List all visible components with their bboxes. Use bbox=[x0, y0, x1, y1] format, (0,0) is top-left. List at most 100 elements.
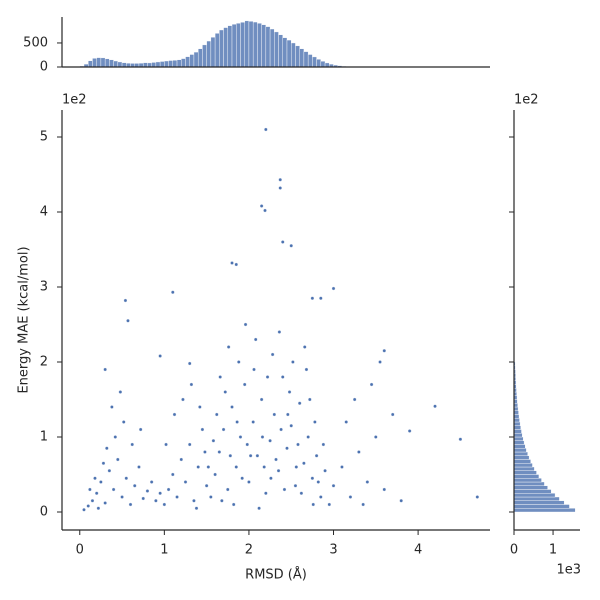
point bbox=[162, 502, 167, 507]
point bbox=[311, 502, 315, 507]
hist-bar bbox=[227, 25, 233, 68]
point bbox=[251, 420, 255, 424]
hist-bar bbox=[295, 45, 300, 68]
hist-bar bbox=[231, 24, 237, 68]
point bbox=[107, 468, 112, 473]
y-tick-label: 4 bbox=[40, 205, 48, 220]
x-tick-label: 2 bbox=[245, 543, 253, 558]
point bbox=[166, 487, 171, 492]
point bbox=[286, 412, 290, 417]
point bbox=[323, 468, 327, 473]
point bbox=[137, 465, 141, 469]
hist-bar bbox=[513, 500, 565, 505]
point bbox=[369, 382, 374, 387]
point bbox=[327, 502, 332, 507]
point bbox=[128, 502, 133, 507]
point bbox=[348, 495, 353, 499]
hist-bar bbox=[513, 436, 524, 441]
x-axis-label: RMSD (Å) bbox=[245, 567, 307, 583]
hist-bar bbox=[513, 414, 520, 419]
hist-bar bbox=[274, 31, 279, 68]
point bbox=[235, 420, 239, 424]
point bbox=[130, 442, 134, 447]
point bbox=[103, 367, 107, 372]
point bbox=[123, 298, 128, 303]
point bbox=[213, 472, 217, 477]
point bbox=[132, 483, 137, 488]
point bbox=[189, 382, 194, 387]
offset-text: 1e3 bbox=[556, 563, 581, 578]
point bbox=[226, 487, 230, 492]
point bbox=[279, 427, 283, 432]
hist-bar bbox=[236, 23, 241, 68]
point bbox=[296, 442, 300, 447]
point bbox=[204, 483, 209, 488]
x-tick-label: 0 bbox=[76, 543, 84, 558]
point bbox=[245, 442, 249, 447]
point bbox=[287, 390, 292, 394]
point bbox=[433, 404, 437, 408]
point bbox=[357, 450, 361, 454]
hist-bar bbox=[104, 58, 110, 68]
hist-bar bbox=[513, 455, 530, 460]
point bbox=[171, 290, 175, 294]
hist-bar bbox=[324, 62, 330, 68]
x-tick-label: 1 bbox=[160, 543, 168, 558]
hist-bar bbox=[513, 425, 521, 430]
point bbox=[145, 489, 150, 493]
hist-bar bbox=[214, 33, 220, 68]
point bbox=[209, 495, 213, 499]
point bbox=[340, 465, 344, 469]
point bbox=[234, 262, 238, 267]
hist-bar bbox=[210, 36, 216, 68]
point bbox=[101, 461, 106, 465]
hist-bar bbox=[172, 60, 178, 68]
x-tick-label: 0 bbox=[510, 543, 518, 558]
point bbox=[154, 498, 158, 503]
point bbox=[187, 442, 192, 447]
point bbox=[120, 495, 124, 499]
offset-text: 1e2 bbox=[514, 93, 539, 108]
point bbox=[86, 504, 90, 508]
point bbox=[242, 382, 247, 387]
point bbox=[223, 390, 227, 394]
point bbox=[99, 480, 103, 484]
point bbox=[278, 177, 282, 182]
hist-bar bbox=[109, 59, 114, 68]
point bbox=[272, 412, 277, 417]
point bbox=[187, 361, 192, 366]
point bbox=[111, 487, 116, 492]
hist-bar bbox=[117, 61, 123, 68]
plot-layer: 0 1 2 3 4 0 1 2 3 4 5 0 500 0 1 bbox=[23, 20, 576, 558]
point bbox=[314, 453, 319, 458]
point bbox=[382, 348, 387, 353]
point bbox=[93, 476, 97, 480]
point bbox=[319, 296, 323, 300]
y-tick-label: 3 bbox=[40, 280, 48, 295]
hist-bar bbox=[219, 29, 224, 68]
point bbox=[331, 483, 336, 488]
hist-bar bbox=[513, 433, 523, 438]
hist-bar bbox=[121, 62, 127, 68]
point bbox=[238, 435, 243, 439]
point bbox=[278, 186, 282, 190]
point bbox=[237, 360, 241, 364]
hist-bar bbox=[299, 48, 305, 68]
hist-bar bbox=[88, 60, 93, 68]
hist-bar bbox=[92, 58, 97, 68]
hist-bar bbox=[151, 62, 157, 68]
hist-bar bbox=[193, 51, 199, 68]
point bbox=[374, 435, 378, 439]
hist-bar bbox=[513, 418, 520, 423]
point bbox=[344, 420, 348, 424]
point bbox=[175, 495, 179, 499]
point bbox=[304, 367, 309, 372]
point bbox=[458, 437, 463, 441]
hist-bar bbox=[513, 508, 576, 513]
point bbox=[310, 296, 315, 300]
point bbox=[277, 330, 282, 334]
hist-bar bbox=[513, 429, 522, 434]
hist-bar bbox=[513, 493, 556, 498]
hist-bar bbox=[513, 478, 542, 483]
point bbox=[259, 397, 264, 402]
